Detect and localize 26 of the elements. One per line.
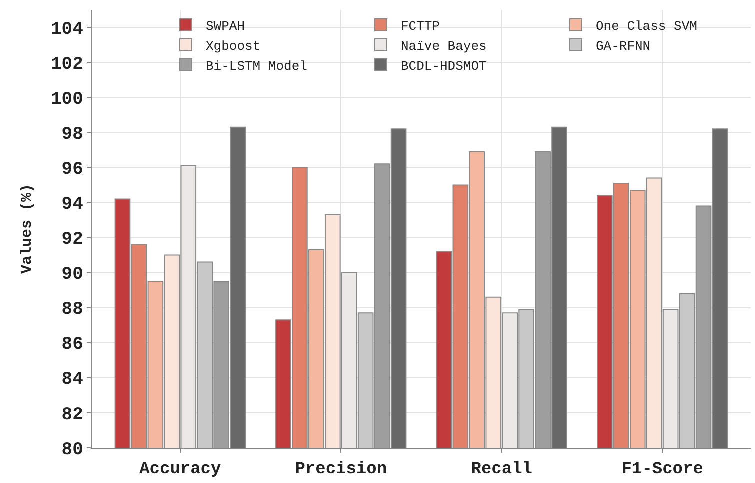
legend-label: Naïve Bayes	[401, 38, 487, 54]
y-tick-label: 98	[62, 124, 84, 145]
y-tick-label: 80	[62, 440, 84, 460]
y-tick-label: 86	[62, 335, 84, 356]
legend-label: FCTTP	[401, 19, 440, 34]
x-tick-label: Precision	[295, 460, 388, 480]
y-tick-label: 100	[50, 90, 84, 110]
legend-label: Bi-LSTM Model	[206, 58, 308, 74]
y-tick-label: 82	[62, 405, 84, 426]
legend-label: Xgboost	[206, 38, 261, 54]
y-tick-label: 92	[62, 230, 84, 250]
x-tick-label: Accuracy	[140, 460, 222, 480]
x-tick-label: F1-Score	[622, 460, 704, 480]
legend-label: BCDL-HDSMOT	[401, 58, 488, 74]
y-tick-label: 90	[62, 265, 84, 286]
y-tick-label: 104	[50, 20, 84, 40]
y-tick-label: 102	[50, 54, 84, 75]
y-tick-label: 88	[62, 300, 84, 320]
legend-label: One Class SVM	[596, 19, 698, 34]
y-tick-label: 94	[62, 195, 84, 216]
legend-label: GA-RFNN	[596, 38, 651, 54]
y-axis-title: Values (%)	[19, 184, 36, 274]
y-tick-label: 84	[62, 370, 84, 390]
legend-label: SWPAH	[206, 19, 246, 34]
y-tick-label: 96	[62, 160, 84, 180]
x-tick-label: Recall	[471, 460, 532, 480]
